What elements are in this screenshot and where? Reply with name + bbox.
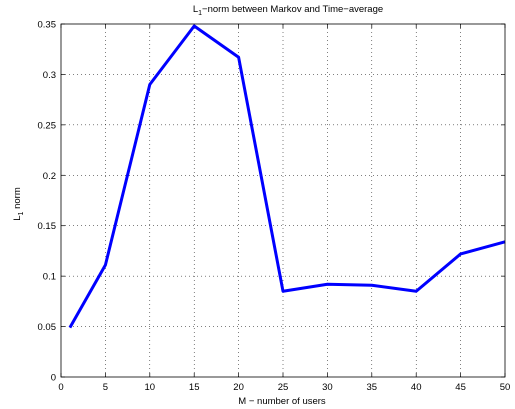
x-tick-label: 30	[322, 382, 333, 393]
x-tick-labels: 0 5 10 15 20 25 30 35 40 45 50	[58, 382, 510, 393]
series	[68, 24, 506, 329]
chart-title-subscript: 1	[198, 10, 202, 17]
y-tick-label: 0.3	[43, 70, 56, 81]
x-tick-label: 35	[367, 382, 378, 393]
x-tick-label: 50	[500, 382, 511, 393]
y-tick-label: 0.05	[38, 322, 57, 333]
y-tick-label: 0	[51, 373, 56, 384]
y-tick-label: 0.25	[38, 120, 57, 131]
x-tick-label: 0	[58, 382, 63, 393]
series-line	[68, 24, 506, 329]
x-tick-label: 10	[145, 382, 156, 393]
y-tick-label: 0.1	[43, 272, 56, 283]
y-tick-label: 0.2	[43, 171, 56, 182]
x-tick-label: 45	[455, 382, 466, 393]
x-tick-label: 5	[103, 382, 108, 393]
y-tick-label: 0.35	[38, 20, 57, 31]
y-tick-labels: 0 0.05 0.1 0.15 0.2 0.25 0.3 0.35	[38, 20, 57, 384]
x-tick-label: 40	[411, 382, 422, 393]
x-tick-label: 15	[189, 382, 200, 393]
y-axis-label: L1 norm	[12, 187, 25, 221]
x-tick-label: 25	[278, 382, 289, 393]
chart-title: L1−norm between Markov and Time−average	[193, 4, 383, 17]
grid	[61, 24, 505, 377]
plot-frame	[60, 23, 506, 378]
y-tick-label: 0.15	[38, 221, 57, 232]
x-axis-label: M − number of users	[238, 396, 326, 407]
y-axis-label-subscript: 1	[18, 211, 25, 215]
x-tick-label: 20	[233, 382, 244, 393]
